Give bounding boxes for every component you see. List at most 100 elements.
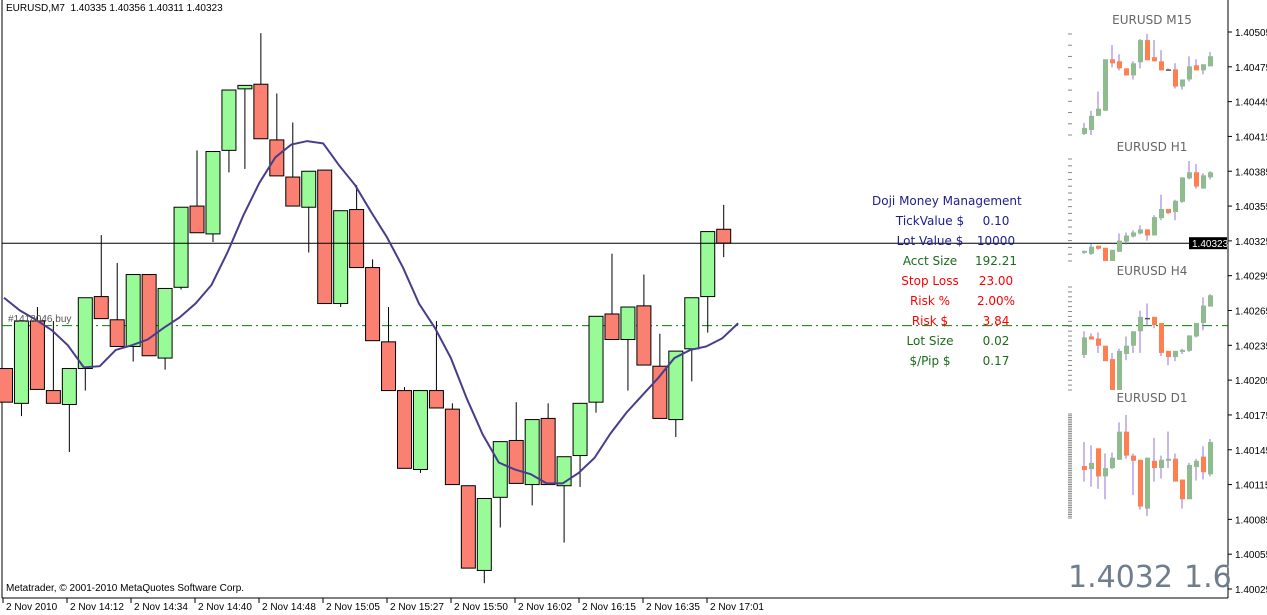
mini-bull-candle <box>1124 235 1129 242</box>
bull-candle <box>221 89 237 173</box>
y-tick-label: 1.40415 <box>1235 132 1267 143</box>
copyright-text: Metatrader, © 2001-2010 MetaQuotes Softw… <box>6 583 245 594</box>
mini-bear-candle <box>1180 479 1185 500</box>
candle-body <box>0 368 13 403</box>
mm-value: 23.00 <box>978 274 1014 288</box>
x-tick-label: 2 Nov 2010 <box>6 602 58 613</box>
mini-bear-candle <box>1166 350 1171 358</box>
mini-bear-candle <box>1124 431 1129 456</box>
candle-body <box>301 170 317 208</box>
mm-label: Stop Loss <box>901 274 959 288</box>
candle-body <box>604 313 620 341</box>
x-tick-label: 2 Nov 16:02 <box>518 602 572 613</box>
mini-bull-candle <box>1110 249 1115 261</box>
bear-candle <box>317 169 333 305</box>
mini-bear-candle <box>1110 359 1115 390</box>
mini-bull-candle <box>1201 175 1206 189</box>
bull-candle <box>476 497 492 584</box>
candle-body <box>476 497 492 571</box>
bear-candle <box>269 93 285 177</box>
mini-bull-candle <box>1194 460 1199 468</box>
bull-candle <box>556 456 572 543</box>
mini-bull-candle <box>1138 316 1143 332</box>
mini-bull-candle <box>1089 246 1094 254</box>
candle-body <box>61 368 77 405</box>
candle-body <box>524 419 540 486</box>
candle-body <box>141 274 157 357</box>
y-tick-label: 1.40385 <box>1235 167 1267 178</box>
y-tick-label: 1.40115 <box>1235 481 1267 492</box>
mm-title: Doji Money Management <box>872 194 1022 208</box>
mm-value: 0.17 <box>982 354 1010 368</box>
mini-bear-candle <box>1124 68 1129 76</box>
candle-body <box>540 417 556 486</box>
bull-candle <box>77 297 93 391</box>
bear-candle <box>365 259 381 342</box>
mini-bull-candle <box>1089 115 1094 130</box>
bull-candle <box>61 368 77 453</box>
order-label: #1418046 buy <box>8 314 72 325</box>
candle-body <box>269 139 285 177</box>
mini-bear-candle <box>1194 65 1199 71</box>
mini-bull-candle <box>1103 59 1108 111</box>
mini-bull-candle <box>1173 350 1178 358</box>
bear-candle <box>45 320 61 404</box>
mini-chart-title: EURUSD M15 <box>1112 13 1192 27</box>
bull-candle <box>412 390 428 473</box>
bear-candle <box>141 274 157 357</box>
mini-bear-candle <box>1145 229 1150 236</box>
bull-candle <box>157 287 173 370</box>
chart-header: EURUSD,M7 1.40335 1.40356 1.40311 1.4032… <box>6 3 223 14</box>
mini-bull-candle <box>1173 200 1178 213</box>
candle-body <box>333 210 349 305</box>
mini-bear-candle <box>1145 40 1150 61</box>
candle-body <box>556 456 572 487</box>
bear-candle <box>716 204 732 258</box>
y-tick-label: 1.40085 <box>1235 515 1267 526</box>
mini-bull-candle <box>1180 79 1185 87</box>
mini-bull-candle <box>1166 458 1171 461</box>
mini-bear-candle <box>1152 57 1157 62</box>
mini-bull-candle <box>1124 345 1129 354</box>
mini-chart-h4: EURUSD H4 <box>1068 264 1213 391</box>
y-tick-label: 1.40505 <box>1235 28 1267 39</box>
mm-label: TickValue $ <box>895 214 965 228</box>
bear-candle <box>349 185 365 269</box>
candle-body <box>636 305 652 366</box>
bear-candle <box>460 485 476 569</box>
mini-bear-candle <box>1152 316 1157 326</box>
candle-body <box>588 315 604 403</box>
mini-chart-d1: EURUSD D1 <box>1068 391 1213 519</box>
spread-readout: 1.6 <box>1184 560 1232 595</box>
bull-candle <box>301 170 317 253</box>
bear-candle <box>636 274 652 366</box>
bid-price-readout: 1.4032 <box>1068 560 1173 595</box>
candle-body <box>93 296 109 320</box>
y-tick-label: 1.40235 <box>1235 341 1267 352</box>
bull-candle <box>205 151 221 243</box>
mini-bear-candle <box>1194 172 1199 187</box>
mini-bear-candle <box>1089 336 1094 340</box>
mini-bull-candle <box>1208 442 1213 475</box>
y-tick-label: 1.40475 <box>1235 63 1267 74</box>
mini-bull-candle <box>1145 457 1150 509</box>
mm-value: 0.10 <box>982 214 1010 228</box>
current-price-box <box>1189 237 1227 250</box>
mini-bull-candle <box>1110 457 1115 469</box>
mm-value: 192.21 <box>975 254 1017 268</box>
bear-candle <box>397 387 412 469</box>
mm-value: 3.84 <box>982 314 1010 328</box>
bull-candle <box>333 210 349 308</box>
mm-label: Risk $ <box>911 314 949 328</box>
y-tick-label: 1.40205 <box>1235 376 1267 387</box>
mini-bull-candle <box>1201 305 1206 324</box>
bear-candle <box>508 402 524 484</box>
mini-chart-m15: EURUSD M15 <box>1068 13 1213 136</box>
y-tick-label: 1.40265 <box>1235 307 1267 318</box>
mini-bull-candle <box>1152 217 1157 236</box>
mini-bull-candle <box>1103 468 1108 477</box>
candle-body <box>13 320 29 404</box>
candle-body <box>444 408 460 486</box>
candle-body <box>205 151 221 235</box>
